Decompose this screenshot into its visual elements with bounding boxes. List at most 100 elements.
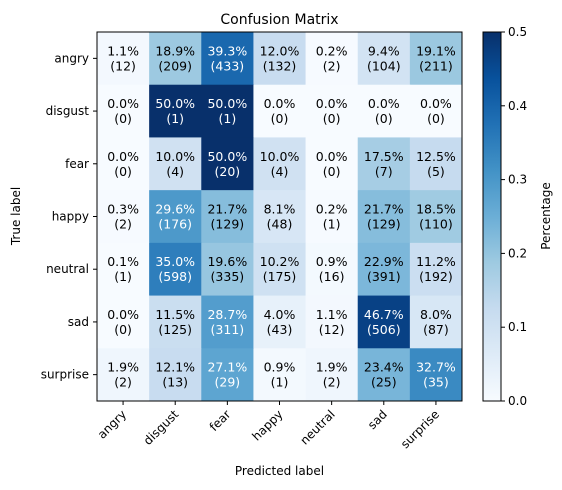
cell-count-label: (311) [211,322,245,337]
colorbar-ticks: 0.0 0.1 0.2 0.3 0.4 0.5 [501,25,527,408]
cell-count-label: (4) [271,164,289,179]
cell-count-label: (2) [114,217,132,232]
cell-count-label: (1) [166,111,184,126]
y-tick-label: fear [65,157,89,171]
cell-count-label: (35) [423,375,449,390]
cell-percent-label: 11.2% [416,254,456,269]
cell-percent-label: 0.9% [316,254,348,269]
heatmap-cell [97,242,150,297]
cell-count-label: (0) [323,111,341,126]
heatmap-cell [305,137,359,191]
cell-percent-label: 0.0% [316,149,348,164]
cell-count-label: (335) [211,269,245,284]
cell-percent-label: 9.4% [368,43,400,58]
heatmap-cell [201,84,254,138]
cell-count-label: (12) [110,58,136,73]
cell-percent-label: 8.0% [420,307,452,322]
y-tick-label: angry [54,51,89,65]
cell-percent-label: 17.5% [364,149,404,164]
cell-percent-label: 50.0% [207,96,247,111]
cell-count-label: (2) [114,375,132,390]
x-tick-label: fear [207,407,234,434]
cell-count-label: (7) [375,164,393,179]
cell-percent-label: 8.1% [264,202,296,217]
heatmap-cell [253,32,307,86]
cell-count-label: (1) [271,375,289,390]
cell-count-label: (5) [427,164,445,179]
heatmap-cell [201,190,254,244]
heatmap-cell [97,32,150,86]
cell-count-label: (192) [419,269,453,284]
cell-percent-label: 12.1% [155,360,195,375]
heatmap-cell [357,348,411,402]
cell-count-label: (1) [114,269,132,284]
cell-percent-label: 50.0% [207,149,247,164]
cell-count-label: (0) [114,111,132,126]
heatmap-cell [97,84,150,138]
cell-percent-label: 27.1% [207,360,247,375]
colorbar-tick-label: 0.3 [508,173,527,187]
y-axis-ticks: angry disgust fear happy neutral sad surprise [41,51,97,382]
cell-percent-label: 23.4% [364,360,404,375]
cell-count-label: (12) [319,322,345,337]
cell-count-label: (43) [267,322,293,337]
heatmap-cell [305,84,359,138]
x-tick-label: happy [249,407,285,443]
heatmap-cell [357,84,411,138]
heatmap-cell [357,32,411,86]
y-tick-label: disgust [46,104,90,118]
y-tick-label: sad [68,315,89,329]
cell-count-label: (1) [323,217,341,232]
cell-count-label: (2) [323,58,341,73]
x-tick-label: sad [365,407,390,432]
cell-percent-label: 0.9% [264,360,296,375]
colorbar-label: Percentage [539,182,553,250]
cell-percent-label: 35.0% [155,254,195,269]
heatmap-cell [409,295,463,349]
heatmap-cell [253,295,307,349]
y-axis-label: True label [9,187,23,246]
heatmap-cell [409,190,463,244]
x-axis-ticks: angry disgust fear happy neutral sad surprise [95,401,442,451]
heatmap-cell [409,348,463,402]
heatmap-cell [201,32,254,86]
cell-count-label: (0) [271,111,289,126]
heatmap-cell [305,32,359,86]
y-tick-label: neutral [46,262,89,276]
cell-percent-label: 19.6% [207,254,247,269]
heatmap-cell [409,137,463,191]
y-tick-label: happy [52,210,89,224]
x-axis-label: Predicted label [235,464,324,478]
cell-count-label: (176) [158,217,192,232]
heatmap-cell [97,348,150,402]
heatmap-cell [149,137,202,191]
cell-count-label: (13) [162,375,188,390]
heatmap-cell [253,137,307,191]
cell-percent-label: 21.7% [364,202,404,217]
cell-percent-label: 1.9% [316,360,348,375]
cell-percent-label: 10.2% [260,254,300,269]
cell-percent-label: 0.2% [316,43,348,58]
heatmap-cells: 1.1%(12)18.9%(209)39.3%(433)12.0%(132)0.… [97,32,463,402]
cell-percent-label: 10.0% [155,149,195,164]
y-tick-label: surprise [41,368,89,382]
colorbar-tick-label: 0.4 [508,99,527,113]
cell-percent-label: 12.5% [416,149,456,164]
heatmap-cell [305,295,359,349]
colorbar-tick-label: 0.1 [508,320,527,334]
cell-count-label: (87) [423,322,449,337]
x-tick-label: surprise [398,407,442,451]
heatmap-cell [97,137,150,191]
cell-percent-label: 0.0% [107,307,139,322]
cell-count-label: (110) [419,217,453,232]
cell-percent-label: 0.0% [316,96,348,111]
heatmap-cell [149,242,202,297]
x-tick-label: disgust [141,407,182,448]
colorbar-tick-label: 0.2 [508,246,527,260]
cell-count-label: (0) [114,322,132,337]
heatmap-cell [149,295,202,349]
colorbar [482,31,502,402]
cell-percent-label: 0.2% [316,202,348,217]
cell-count-label: (125) [158,322,192,337]
